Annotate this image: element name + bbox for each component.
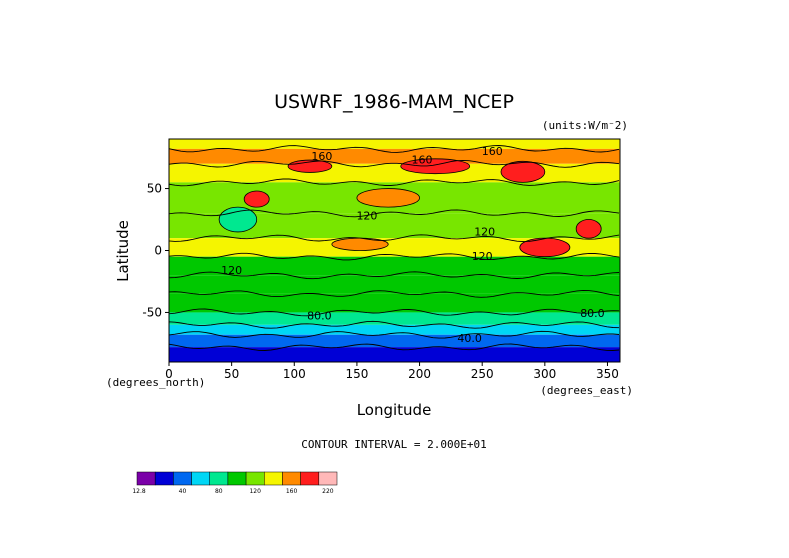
field-band: [169, 148, 620, 164]
x-tick-label: 200: [408, 367, 431, 381]
colorbar-labels: 12.8 40 80 120 160 220: [132, 488, 333, 495]
colorbar-label: 12.8: [132, 488, 146, 495]
contour-label: 160: [412, 154, 433, 167]
field-band: [169, 139, 620, 149]
colorbar-label: 80: [215, 488, 223, 495]
colorbar-swatch: [209, 471, 229, 486]
contour-interval: CONTOUR INTERVAL = 2.000E+01: [301, 438, 486, 451]
colorbar-swatch: [136, 471, 156, 486]
y-ticks: 50 0 -50: [142, 182, 169, 319]
contour-label: 160: [482, 145, 503, 158]
x-tick-label: 0: [165, 367, 173, 381]
colorbar-label: 160: [286, 488, 298, 495]
contour-label: 160: [311, 150, 332, 163]
contour-line: [168, 320, 620, 329]
y-tick-label: -50: [142, 305, 162, 319]
y-axis-title: Latitude: [114, 220, 132, 282]
field-patch: [356, 188, 420, 208]
contour-line: [168, 289, 620, 298]
colorbar-swatch: [191, 471, 210, 486]
colorbar-swatch: [154, 471, 174, 486]
field-patches: [218, 158, 602, 258]
contour-label: 120: [474, 225, 495, 238]
contour-labels: 160 160 160 120 120 120 120 80.0 80.0 40.0: [221, 145, 605, 345]
contour-line: [168, 159, 620, 168]
contour-line: [168, 234, 620, 243]
contour-line: [168, 209, 620, 218]
x-unit-label: (degrees_east): [540, 384, 633, 397]
contour-line: [168, 145, 620, 153]
contour-label: 120: [356, 209, 377, 222]
field-patch: [575, 219, 602, 239]
x-tick-label: 250: [471, 367, 494, 381]
contour-lines: [168, 145, 620, 351]
colorbar-swatch: [245, 471, 265, 486]
field-patch: [400, 158, 471, 175]
colorbar-swatch: [282, 471, 301, 486]
field-band: [169, 347, 620, 362]
field-band: [169, 312, 620, 325]
x-tick-label: 150: [345, 367, 368, 381]
field-patch: [218, 206, 258, 233]
field-patch: [243, 190, 270, 208]
contour-label: 40.0: [457, 332, 482, 345]
colorbar-swatch: [300, 471, 320, 486]
contour-label: 120: [472, 250, 493, 263]
contour-line: [168, 330, 620, 339]
field-band: [169, 334, 620, 348]
contour-line: [168, 178, 620, 187]
field-band: [169, 324, 620, 335]
colorbar-label: 120: [249, 488, 261, 495]
field-band: [169, 256, 620, 276]
field-band: [169, 163, 620, 183]
colorbar-label: 40: [179, 488, 187, 495]
colorbar-swatch: [173, 471, 192, 486]
y-tick-label: 0: [154, 244, 162, 258]
colorbar: [136, 471, 338, 486]
x-tick-label: 300: [533, 367, 556, 381]
y-tick-label: 50: [147, 182, 162, 196]
contour-line: [168, 271, 620, 280]
contour-label: 120: [221, 264, 242, 277]
chart-title: USWRF_1986-MAM_NCEP: [274, 91, 514, 113]
field-band: [169, 275, 620, 294]
colorbar-swatch: [264, 471, 283, 486]
colorbar-swatch: [318, 471, 338, 486]
units-label: (units:W/m⁻2): [542, 119, 628, 132]
x-tick-label: 350: [596, 367, 619, 381]
contour-line: [168, 343, 620, 351]
colorbar-label: 220: [322, 488, 334, 495]
contour-line: [168, 252, 620, 261]
contour-label: 80.0: [580, 307, 605, 320]
contour-label: 80.0: [307, 310, 332, 323]
y-unit-label: (degrees_north): [106, 376, 205, 389]
field-band: [169, 238, 620, 257]
field-patch: [500, 160, 546, 183]
x-ticks: 0 50 100 150 200 250 300 350: [165, 362, 619, 381]
field-band: [169, 293, 620, 313]
field-patch: [519, 237, 571, 258]
colorbar-swatch: [227, 471, 247, 486]
x-tick-label: 50: [224, 367, 239, 381]
contour-line: [168, 308, 620, 317]
x-tick-label: 100: [283, 367, 306, 381]
x-axis-title: Longitude: [357, 401, 432, 419]
